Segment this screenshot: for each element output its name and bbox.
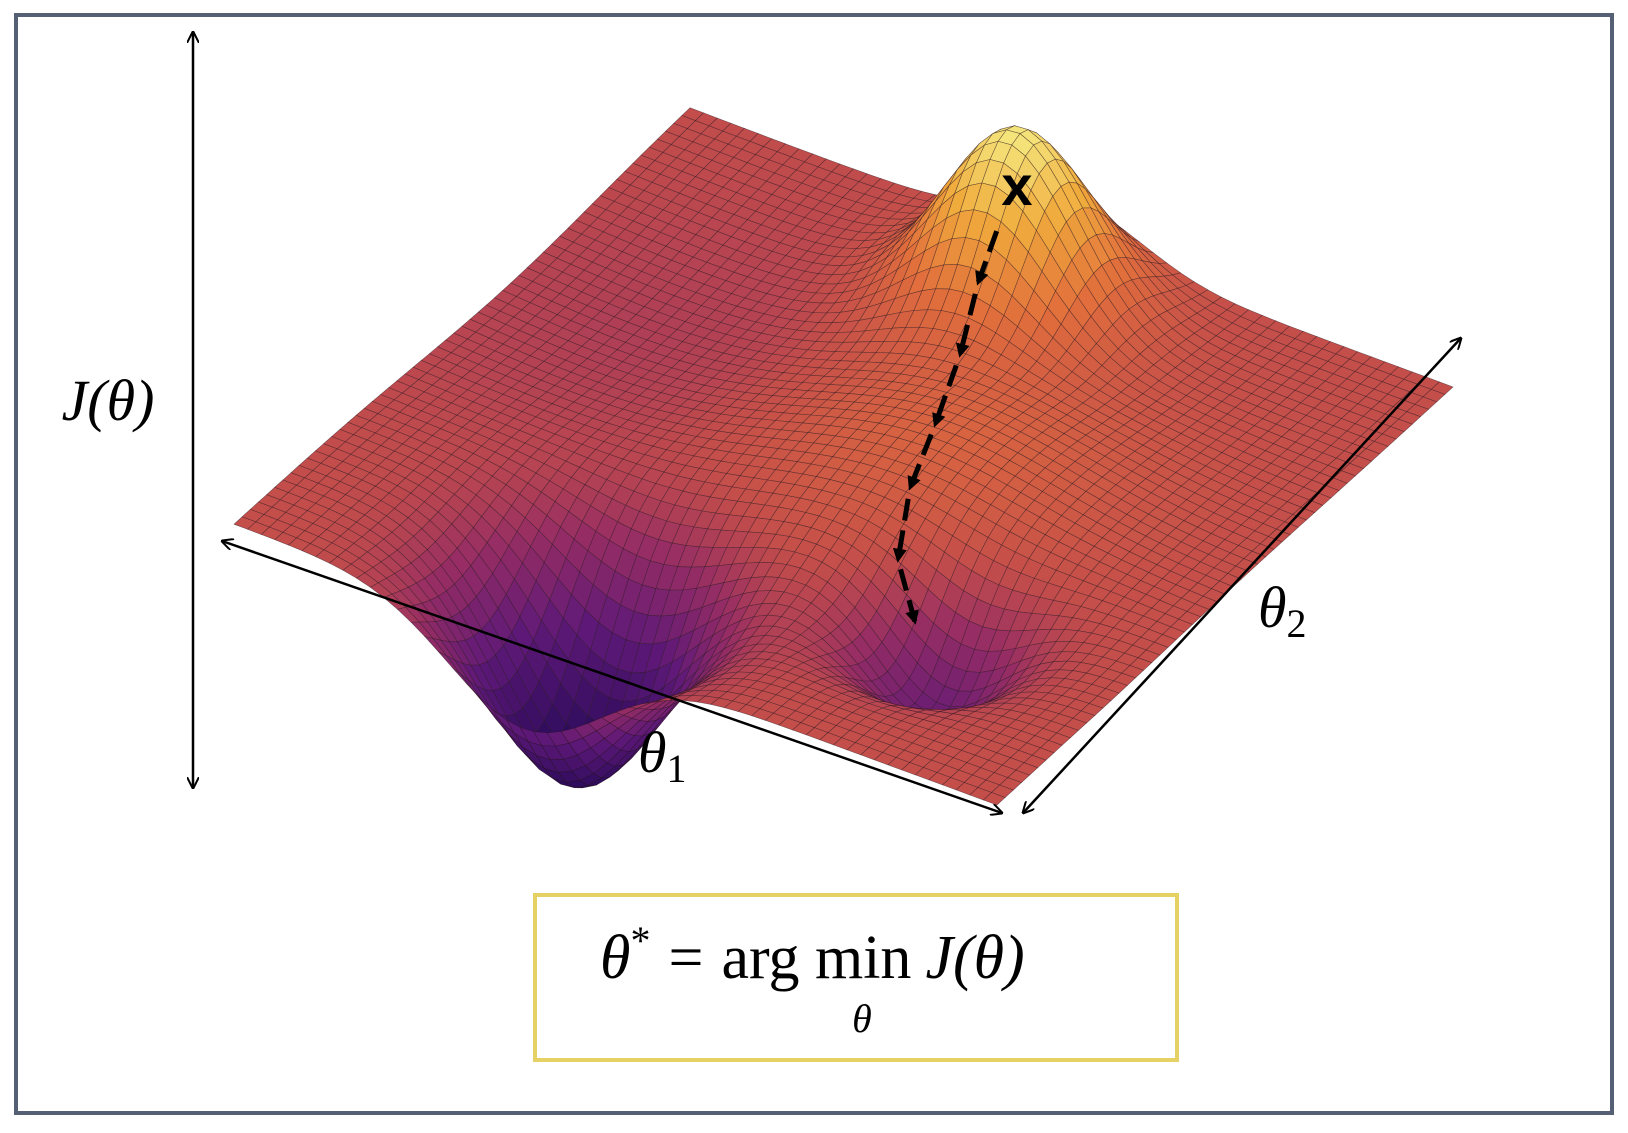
formula-operator: arg min bbox=[721, 924, 911, 992]
start-marker: x bbox=[1001, 154, 1032, 217]
formula-lhs: θ bbox=[600, 924, 630, 992]
formula-sup: * bbox=[630, 918, 650, 963]
theta2-subscript: 2 bbox=[1287, 601, 1307, 646]
theta1-subscript: 1 bbox=[667, 746, 687, 791]
formula-equals: = bbox=[668, 924, 703, 992]
formula-rhs: J(θ) bbox=[925, 924, 1024, 992]
j-axis-label: J(θ) bbox=[62, 368, 155, 433]
formula-under: θ bbox=[852, 996, 872, 1041]
theta1-symbol: θ bbox=[638, 720, 667, 785]
theta2-symbol: θ bbox=[1258, 575, 1287, 640]
